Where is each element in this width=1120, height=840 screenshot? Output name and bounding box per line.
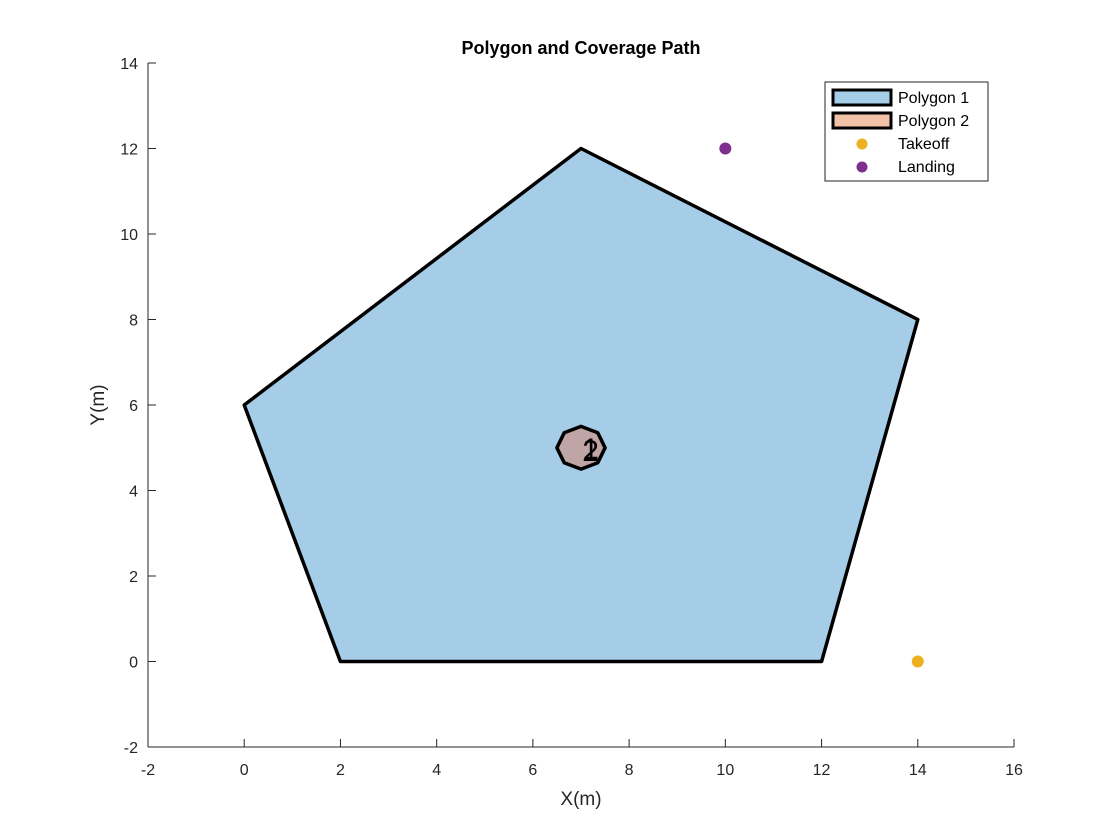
y-tick-label: 10 [120, 227, 138, 244]
legend-label-takeoff: Takeoff [898, 136, 950, 153]
legend-label-polygon-2: Polygon 2 [898, 113, 969, 130]
landing-point [719, 142, 732, 155]
plot-area: 12 [242, 142, 924, 668]
polygon-1-label: 1 [582, 433, 599, 466]
polygon-1 [242, 146, 920, 664]
x-tick-label: -2 [141, 762, 155, 779]
x-axis-label: X(m) [560, 789, 601, 810]
x-tick-label: 2 [336, 762, 345, 779]
y-tick-label: 2 [129, 569, 138, 586]
y-tick-label: 14 [120, 56, 138, 73]
legend-label-polygon-1: Polygon 1 [898, 90, 969, 107]
x-tick-label: 0 [240, 762, 249, 779]
y-tick-label: -2 [124, 740, 138, 757]
x-tick-label: 6 [528, 762, 537, 779]
chart-title: Polygon and Coverage Path [461, 38, 700, 58]
legend: Polygon 1 Polygon 2 Takeoff Landing [824, 81, 989, 182]
legend-label-landing: Landing [898, 159, 955, 176]
x-tick-label: 14 [909, 762, 927, 779]
x-tick-label: 16 [1005, 762, 1023, 779]
legend-marker-takeoff [856, 138, 868, 150]
takeoff-point [911, 655, 924, 668]
y-tick-label: 6 [129, 398, 138, 415]
polygon-2 [555, 424, 607, 471]
legend-marker-landing [856, 161, 868, 173]
x-tick-label: 4 [432, 762, 441, 779]
polygon-2-label: 2 [582, 435, 599, 468]
y-tick-label: 0 [129, 655, 138, 672]
x-tick-label: 12 [813, 762, 831, 779]
y-tick-label: 4 [129, 484, 138, 501]
y-tick-label: 8 [129, 313, 138, 330]
legend-swatch-polygon-1 [831, 88, 893, 107]
legend-swatch-polygon-2 [831, 111, 893, 130]
y-tick-label: 12 [120, 142, 138, 159]
y-axis-label: Y(m) [88, 384, 109, 425]
x-tick-label: 10 [716, 762, 734, 779]
x-tick-label: 8 [625, 762, 634, 779]
